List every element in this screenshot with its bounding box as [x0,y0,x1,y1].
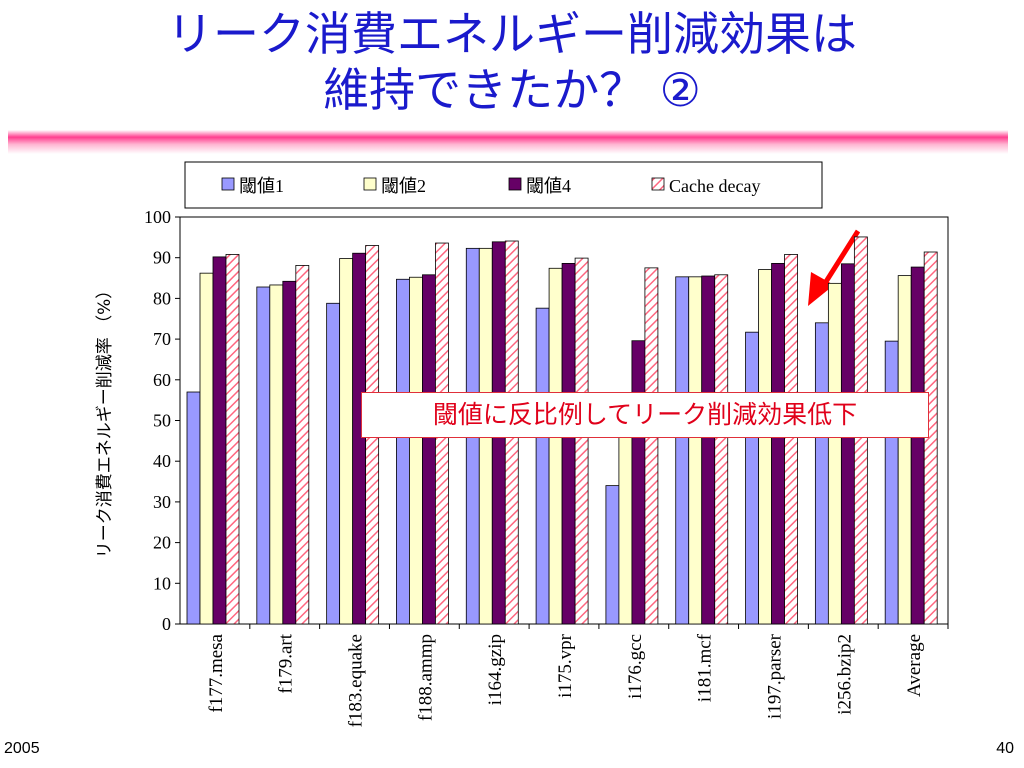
bar [618,428,633,625]
category-label: f183.equake [346,634,367,727]
bar [548,267,563,625]
bar [339,258,354,625]
bar [269,284,284,625]
category-label: f179.art [276,633,297,693]
chart-legend: 閾値1 閾値2 閾値4 Cache decay [184,161,823,209]
y-tick-label: 60 [153,370,171,390]
legend-label: 閾値1 [239,176,284,196]
bar [884,340,899,625]
category-label: i197.parser [764,633,785,719]
bar [840,263,855,625]
bar [186,391,201,625]
bar [701,275,716,625]
y-tick-label: 90 [153,248,171,268]
y-tick-label: 100 [144,207,171,227]
bar [561,262,576,625]
y-tick-label: 30 [153,492,171,512]
bar [535,307,550,625]
bar [758,269,772,625]
footer-year: 2005 [4,740,40,757]
legend-label: 閾値2 [381,176,426,196]
legend-label: 閾値4 [526,176,571,196]
bar [225,254,240,625]
bar [910,266,925,625]
legend-swatch [508,177,522,191]
title-underline-bar [8,130,1008,154]
bar [771,262,785,625]
bar [326,302,341,625]
y-tick-label: 0 [162,614,171,634]
category-label: i256.bzip2 [834,634,855,715]
y-tick-label: 80 [153,288,171,308]
bar [745,331,759,625]
legend-swatch [363,177,377,191]
bar [675,276,690,625]
legend-frame [184,161,823,209]
bar [574,257,589,625]
y-axis-label: リーク消費エネルギー削減率 （%） [95,282,115,559]
bar [714,274,729,625]
title-line-1: リーク消費エネルギー削減効果は [167,7,857,61]
bar [814,322,829,625]
y-tick-label: 20 [153,533,171,553]
bar [897,275,912,625]
category-label: Average [904,634,925,697]
bar [352,252,367,625]
bar [295,265,310,625]
bar [784,254,798,625]
bar [422,274,436,625]
category-label: i181.mcf [695,633,716,702]
bar [256,286,271,625]
bar [199,272,214,625]
y-tick-label: 10 [153,573,171,593]
legend-label: Cache decay [669,176,760,196]
chart-bars [186,236,938,625]
bar [688,276,703,625]
bar [282,280,297,625]
bar [409,276,423,625]
category-label: f177.mesa [206,633,227,712]
title-line-2: 維持できたか？ ② [323,63,701,117]
pointer-arrow-head [808,272,834,306]
pointer-arrow-shaft [819,229,861,290]
y-tick-label: 50 [153,411,171,431]
legend-swatch [221,177,235,191]
bar [827,282,842,625]
bar [605,485,620,625]
legend-swatch [651,177,665,191]
bar [923,251,938,625]
category-label: i175.vpr [555,633,576,698]
bar [631,340,646,625]
y-tick-label: 40 [153,451,171,471]
category-label: f188.ammp [415,634,436,721]
bar [212,256,227,625]
page-number: 40 [996,740,1014,757]
category-label: i176.gcc [625,634,646,699]
category-label: i164.gzip [485,634,506,705]
annotation-callout: 閾値に反比例してリーク削減効果低下 [361,392,929,438]
slide-title: リーク消費エネルギー削減効果は 維持できたか？ ② [0,6,1024,118]
bar [644,267,659,625]
y-tick-label: 70 [153,329,171,349]
bar [396,278,410,625]
chart-labels: 0 10 20 30 40 50 60 70 80 90 100 リーク消費エネルギー削減率 （%） f… [95,207,925,727]
